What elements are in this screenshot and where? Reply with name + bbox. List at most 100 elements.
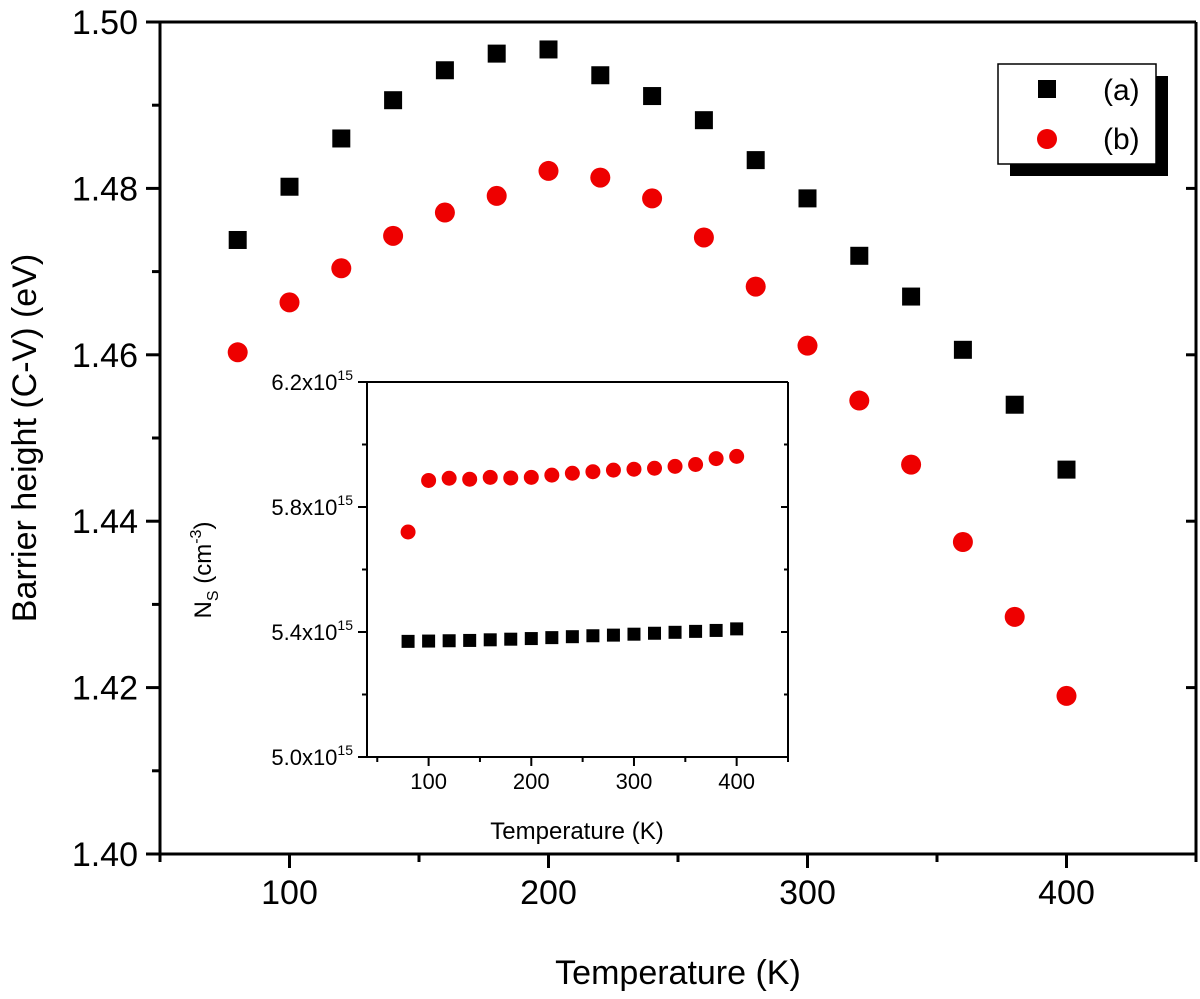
main-x-tick-label: 300: [779, 874, 836, 912]
inset-point-black: [648, 626, 662, 640]
inset-point-red: [503, 470, 519, 486]
main-point-series-a: [902, 287, 921, 306]
main-point-series-a: [1005, 395, 1024, 414]
inset-point-black: [565, 630, 579, 644]
inset-y-label-unit-close: ): [190, 522, 217, 530]
main-point-series-b: [538, 160, 559, 181]
inset-x-tick-label: 100: [410, 769, 447, 794]
inset-point-black: [668, 625, 682, 639]
main-point-series-b: [1004, 606, 1025, 627]
inset-point-black: [422, 634, 436, 648]
main-point-series-b: [901, 454, 922, 475]
legend-marker-b: [1037, 129, 1057, 149]
inset-y-axis-label: NS (cm-3): [188, 522, 222, 619]
main-point-series-a: [798, 189, 817, 208]
main-point-series-a: [487, 44, 506, 63]
inset-point-black: [627, 627, 641, 641]
inset-x-tick-label: 200: [513, 769, 550, 794]
inset-point-red: [647, 460, 663, 476]
inset-ticks: 100 200 300 400 5.0x1015 5.4x1015 5.8x1015 6.2x…: [271, 367, 789, 794]
main-y-tick-label: 1.44: [72, 503, 138, 541]
main-y-tick-label: 1.48: [72, 170, 138, 208]
legend-label-a: (a): [1103, 74, 1140, 107]
inset-point-black: [586, 629, 600, 643]
inset-x-tick-label: 300: [616, 769, 653, 794]
inset-y-tick-label: 6.2x1015: [271, 367, 353, 395]
main-x-tick-label: 100: [261, 874, 318, 912]
main-point-series-a: [539, 40, 558, 59]
inset-background: [367, 382, 788, 757]
main-point-series-b: [745, 276, 766, 297]
main-y-tick-label: 1.40: [72, 836, 138, 874]
main-data-points: [227, 40, 1077, 706]
inset-point-red: [523, 469, 539, 485]
inset-point-red: [605, 462, 621, 478]
main-point-series-a: [1057, 460, 1076, 479]
inset-point-black: [730, 622, 744, 636]
legend-marker-a: [1038, 80, 1056, 98]
inset-point-red: [585, 464, 601, 480]
inset-point-red: [462, 471, 478, 487]
inset-x-tick-label: 400: [718, 769, 755, 794]
inset-plot: 100 200 300 400 5.0x1015 5.4x1015 5.8x1015 6.2x…: [188, 367, 789, 845]
inset-point-red: [688, 457, 704, 472]
inset-y-tick-label: 5.4x1015: [271, 617, 353, 645]
main-x-tick-label: 200: [520, 874, 577, 912]
inset-point-black: [442, 634, 456, 648]
inset-point-red: [729, 448, 745, 464]
legend-box: [997, 63, 1157, 165]
inset-point-black: [545, 631, 559, 645]
inset-point-red: [564, 465, 580, 481]
legend: (a) (b): [997, 63, 1168, 176]
main-point-series-b: [331, 258, 352, 279]
main-point-series-b: [1056, 685, 1077, 706]
inset-point-red: [441, 470, 457, 486]
main-point-series-a: [384, 91, 403, 110]
main-ticks: 100 200 300 400 1.40 1.42 1.44 1.46 1.48 1.50: [72, 4, 1198, 912]
inset-point-black: [483, 633, 497, 647]
main-point-series-b: [849, 390, 870, 411]
inset-point-black: [689, 624, 703, 638]
main-y-tick-label: 1.50: [72, 4, 138, 42]
main-point-series-b: [434, 202, 455, 223]
inset-point-red: [482, 469, 498, 485]
main-point-series-b: [486, 185, 507, 206]
main-point-series-b: [952, 532, 973, 552]
inset-point-red: [421, 472, 437, 488]
inset-data-points: [400, 448, 745, 648]
main-point-series-b: [383, 225, 404, 246]
main-point-series-b: [279, 292, 300, 313]
inset-point-red: [708, 451, 724, 467]
inset-y-label-unit-exp: -3: [188, 529, 205, 543]
main-point-series-a: [228, 230, 247, 249]
inset-point-black: [504, 632, 518, 646]
inset-point-black: [709, 623, 723, 637]
inset-point-black: [524, 632, 538, 646]
inset-x-axis-label: Temperature (K): [490, 818, 663, 845]
main-point-series-b: [227, 342, 248, 363]
inset-point-red: [544, 467, 560, 483]
inset-point-black: [401, 634, 415, 648]
inset-point-red: [667, 458, 683, 474]
main-y-tick-label: 1.46: [72, 337, 138, 375]
legend-label-b: (b): [1103, 123, 1140, 156]
main-y-tick-label: 1.42: [72, 670, 138, 708]
inset-y-label-sub: S: [205, 590, 222, 601]
main-point-series-a: [850, 246, 869, 265]
main-point-series-b: [797, 335, 818, 356]
main-point-series-a: [953, 340, 972, 359]
inset-y-tick-label: 5.0x1015: [271, 742, 353, 770]
main-plot: 100 200 300 400 1.40 1.42 1.44 1.46 1.48 1.50 Tem…: [6, 4, 1198, 992]
inset-y-label-unit-open: (cm: [190, 544, 217, 591]
main-y-axis-label: Barrier height (C-V) (eV): [6, 254, 44, 622]
main-point-series-a: [746, 151, 765, 170]
inset-point-red: [400, 524, 416, 540]
main-point-series-a: [435, 61, 454, 80]
main-point-series-a: [694, 111, 713, 130]
inset-point-black: [463, 633, 477, 647]
main-point-series-a: [332, 129, 351, 148]
main-point-series-b: [693, 227, 714, 248]
inset-y-tick-label: 5.8x1015: [271, 492, 353, 520]
main-x-tick-label: 400: [1038, 874, 1095, 912]
